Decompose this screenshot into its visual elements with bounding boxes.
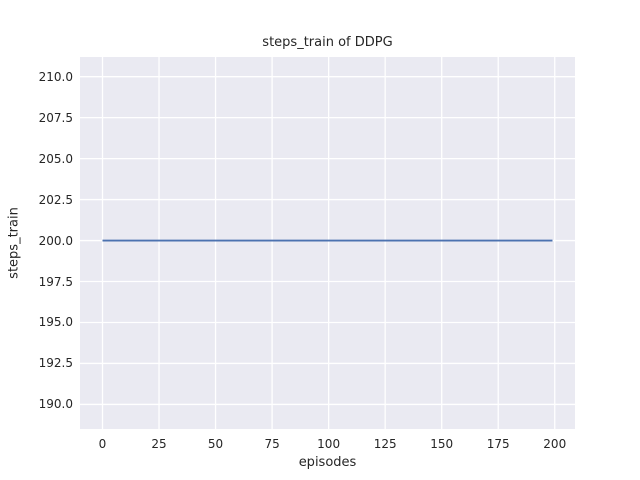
x-tick-label: 75	[264, 437, 280, 451]
y-tick-label: 210.0	[38, 69, 73, 84]
chart-title: steps_train of DDPG	[262, 35, 393, 50]
y-tick-label: 202.5	[38, 192, 73, 207]
y-tick-label: 197.5	[38, 274, 73, 289]
plot-area	[80, 57, 575, 429]
chart-canvas	[80, 57, 575, 429]
x-axis-label: episodes	[298, 455, 357, 470]
x-tick-label: 150	[430, 437, 454, 451]
y-tick-label: 195.0	[38, 315, 73, 330]
x-tick-label: 50	[207, 437, 224, 451]
y-tick-label: 200.0	[38, 233, 73, 248]
y-tick-label: 192.5	[38, 356, 73, 371]
y-tick-label: 190.0	[38, 397, 73, 412]
x-tick-label: 175	[486, 437, 510, 451]
x-tick-label: 100	[317, 437, 341, 451]
x-tick-label: 0	[98, 437, 107, 451]
x-tick-label: 125	[373, 437, 397, 451]
y-tick-label: 205.0	[38, 151, 73, 166]
x-tick-label: 25	[151, 437, 167, 451]
x-tick-label: 200	[543, 437, 567, 451]
y-tick-label: 207.5	[38, 110, 73, 125]
